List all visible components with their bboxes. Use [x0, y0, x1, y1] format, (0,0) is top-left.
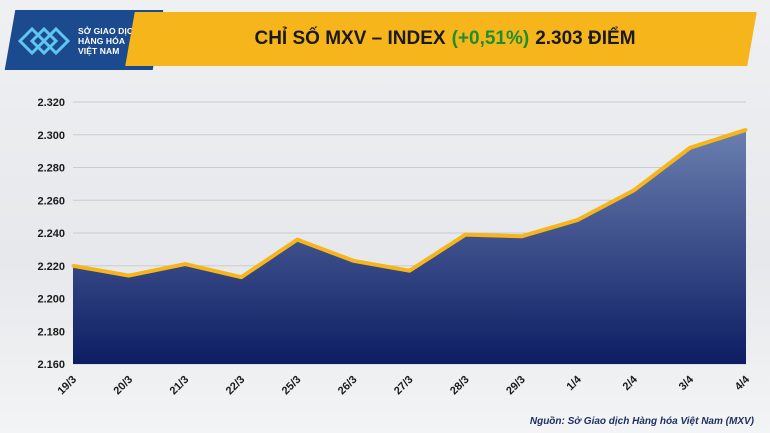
data-point-1/4: [576, 218, 580, 222]
data-point-20/3: [127, 274, 131, 278]
x-tick-label: 4/4: [733, 373, 753, 393]
y-tick-label: 2.220: [37, 261, 65, 273]
chart-title: CHỈ SỐ MXV – INDEX (+0,51%) 2.303 ĐIỂM: [165, 22, 725, 56]
y-axis-ticks: 2.160 2.180 2.200 2.220 2.240 2.260 2.280 2.300…: [37, 97, 65, 371]
x-tick-label: 2/4: [621, 373, 641, 393]
x-tick-label: 3/4: [677, 373, 697, 393]
logo-text: SỞ GIAO DỊCH HÀNG HÓA VIỆT NAM: [78, 26, 139, 56]
y-tick-label: 2.240: [37, 228, 65, 240]
mxv-logo-icon: [18, 26, 71, 56]
data-point-25/3: [295, 238, 299, 242]
data-point-26/3: [351, 259, 355, 263]
y-tick-label: 2.320: [37, 97, 65, 109]
x-tick-label: 22/3: [224, 374, 248, 398]
x-tick-label: 29/3: [504, 374, 528, 398]
y-tick-label: 2.280: [37, 163, 65, 175]
data-points: [71, 128, 748, 279]
data-point-2/4: [632, 188, 636, 192]
data-point-22/3: [239, 275, 243, 279]
x-axis-ticks: 19/3 20/3 21/3 22/3 25/3 26/3 27/3 28/3 29/3 1/4 2…: [55, 373, 752, 397]
logo-line-2: HÀNG HÓA: [78, 36, 126, 46]
y-tick-label: 2.300: [37, 130, 65, 142]
title-change: (+0,51%): [451, 28, 530, 49]
source-note: Nguồn: Sở Giao dịch Hàng hóa Việt Nam (M…: [529, 416, 754, 427]
data-point-27/3: [408, 269, 411, 273]
logo-line-3: VIỆT NAM: [78, 46, 120, 56]
x-tick-label: 27/3: [392, 374, 416, 398]
y-tick-label: 2.160: [37, 359, 65, 371]
title-prefix: CHỈ SỐ MXV – INDEX: [254, 28, 446, 49]
data-point-21/3: [183, 262, 187, 266]
y-tick-label: 2.200: [37, 294, 65, 306]
x-tick-label: 21/3: [168, 374, 192, 398]
data-point-19/3: [71, 264, 75, 268]
data-point-4/4: [744, 128, 748, 132]
logo-line-1: SỞ GIAO DỊCH: [78, 26, 140, 36]
x-tick-label: 26/3: [336, 374, 360, 398]
title-suffix: 2.303 ĐIỂM: [535, 28, 636, 49]
data-point-28/3: [464, 233, 468, 237]
y-tick-label: 2.260: [37, 195, 65, 207]
data-point-29/3: [520, 234, 524, 238]
x-tick-label: 28/3: [448, 374, 472, 398]
x-tick-label: 25/3: [280, 374, 304, 398]
x-tick-label: 20/3: [112, 374, 136, 398]
data-point-3/4: [688, 146, 692, 150]
series-area: [73, 129, 746, 364]
x-tick-label: 1/4: [565, 373, 585, 393]
y-tick-label: 2.180: [37, 326, 65, 338]
logo: SỞ GIAO DỊCH HÀNG HÓA VIỆT NAM: [18, 16, 158, 66]
x-tick-label: 19/3: [55, 374, 79, 398]
